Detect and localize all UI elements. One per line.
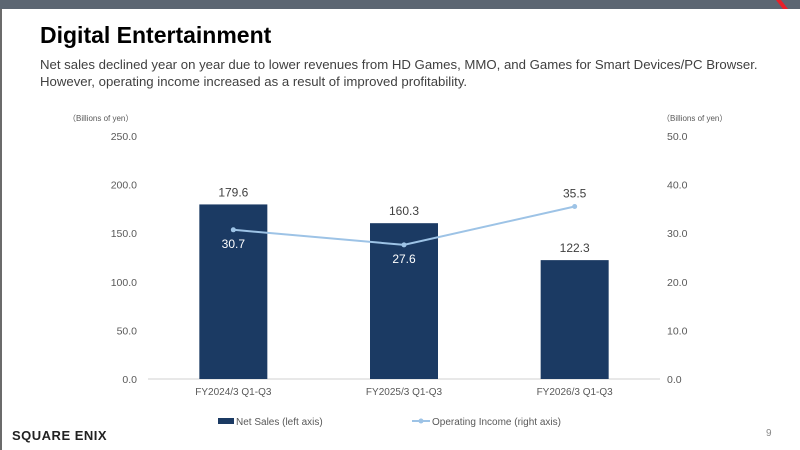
slide-title: Digital Entertainment — [40, 22, 272, 48]
right-axis-label: （Billions of yen） — [662, 114, 727, 123]
subtitle-line-2: However, operating income increased as a… — [40, 74, 468, 89]
red-accent-mark — [776, 0, 788, 9]
left-axis-label: （Billions of yen） — [68, 114, 133, 123]
left-tick-label: 50.0 — [117, 325, 138, 337]
page-number: 9 — [766, 428, 772, 439]
line-value-label: 30.7 — [222, 237, 246, 251]
bar-net-sales — [540, 260, 609, 379]
category-label: FY2024/3 Q1-Q3 — [195, 387, 272, 398]
slide-subtitle: Net sales declined year on year due to l… — [40, 56, 780, 90]
right-tick-label: 40.0 — [667, 180, 688, 192]
right-tick-label: 0.0 — [667, 374, 682, 386]
category-label: FY2026/3 Q1-Q3 — [537, 387, 614, 398]
right-tick-label: 10.0 — [667, 325, 688, 337]
subtitle-line-1: Net sales declined year on year due to l… — [40, 57, 758, 72]
line-point — [401, 242, 407, 248]
left-tick-label: 250.0 — [111, 131, 137, 143]
legend-marker-operating-income — [418, 418, 424, 424]
bar-net-sales — [199, 204, 268, 379]
legend-label-net-sales: Net Sales (left axis) — [236, 417, 323, 428]
left-tick-label: 100.0 — [111, 277, 137, 289]
left-tick-label: 0.0 — [122, 374, 137, 386]
left-tick-label: 200.0 — [111, 180, 137, 192]
left-tick-label: 150.0 — [111, 228, 137, 240]
line-value-label: 35.5 — [563, 186, 587, 200]
line-point — [572, 203, 578, 209]
bar-value-label: 160.3 — [389, 204, 419, 218]
square-enix-logo: SQUARE ENIX — [12, 428, 108, 443]
legend-label-operating-income: Operating Income (right axis) — [432, 417, 561, 428]
category-label: FY2025/3 Q1-Q3 — [366, 387, 443, 398]
right-tick-label: 20.0 — [667, 277, 688, 289]
bar-net-sales — [370, 223, 438, 379]
left-border — [0, 9, 2, 450]
top-banner — [0, 0, 800, 9]
right-tick-label: 30.0 — [667, 228, 688, 240]
bar-value-label: 179.6 — [218, 185, 248, 199]
line-value-label: 27.6 — [392, 252, 416, 266]
legend-swatch-net-sales — [218, 418, 234, 424]
right-tick-label: 50.0 — [667, 131, 688, 143]
bar-value-label: 122.3 — [560, 241, 590, 255]
line-point — [230, 227, 236, 233]
